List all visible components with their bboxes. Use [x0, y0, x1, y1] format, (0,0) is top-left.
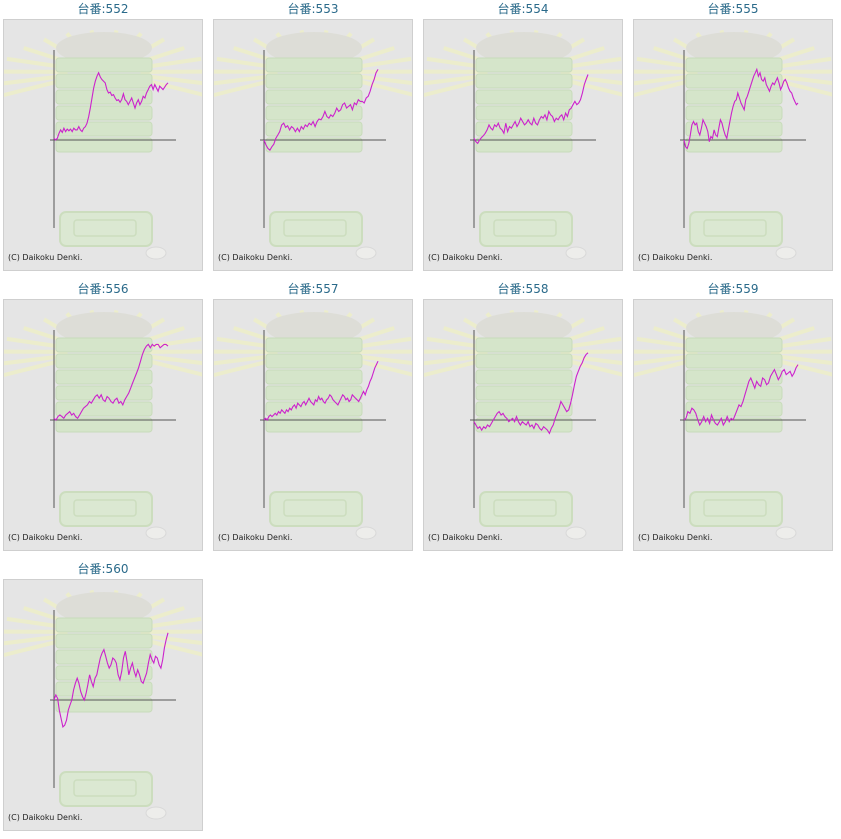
chart-title: 台番:556	[77, 282, 129, 296]
chart-title: 台番:560	[77, 562, 129, 576]
chart-frame: (C) Daikoku Denki.	[633, 299, 833, 551]
series-line	[53, 71, 169, 141]
series-line	[263, 69, 379, 151]
copyright-text: (C) Daikoku Denki.	[8, 253, 83, 262]
chart-title: 台番:553	[287, 2, 339, 16]
copyright-text: (C) Daikoku Denki.	[428, 533, 503, 542]
chart-panel: 台番:557 (C) Daikoku Denki.	[210, 280, 416, 558]
series-line	[683, 67, 799, 150]
chart-frame: (C) Daikoku Denki.	[423, 299, 623, 551]
machine-illustration	[634, 29, 832, 260]
chart-svg	[4, 309, 202, 540]
chart-title: 台番:559	[707, 282, 759, 296]
chart-svg	[4, 589, 202, 820]
chart-svg	[214, 29, 412, 260]
chart-panel: 台番:559 (C) Daikoku Denki.	[630, 280, 836, 558]
chart-panel: 台番:552 (C) Daikoku Denki.	[0, 0, 206, 278]
chart-svg	[424, 309, 622, 540]
chart-svg	[424, 29, 622, 260]
chart-frame: (C) Daikoku Denki.	[213, 299, 413, 551]
chart-frame: (C) Daikoku Denki.	[213, 19, 413, 271]
series-line	[263, 360, 379, 421]
chart-svg	[4, 29, 202, 260]
machine-illustration	[634, 309, 832, 540]
copyright-text: (C) Daikoku Denki.	[638, 533, 713, 542]
chart-frame: (C) Daikoku Denki.	[633, 19, 833, 271]
machine-illustration	[214, 29, 412, 260]
chart-panel: 台番:558 (C) Daikoku Denki.	[420, 280, 626, 558]
copyright-text: (C) Daikoku Denki.	[638, 253, 713, 262]
chart-panel: 台番:553 (C) Daikoku Denki.	[210, 0, 416, 278]
machine-illustration	[4, 589, 202, 820]
chart-panel: 台番:555 (C) Daikoku Denki.	[630, 0, 836, 278]
chart-title: 台番:557	[287, 282, 339, 296]
copyright-text: (C) Daikoku Denki.	[8, 813, 83, 822]
chart-panel: 台番:556 (C) Daikoku Denki.	[0, 280, 206, 558]
copyright-text: (C) Daikoku Denki.	[218, 253, 293, 262]
chart-frame: (C) Daikoku Denki.	[3, 579, 203, 831]
chart-panel: 台番:560 (C) Daikoku Denki.	[0, 560, 206, 838]
machine-illustration	[214, 309, 412, 540]
chart-frame: (C) Daikoku Denki.	[3, 19, 203, 271]
copyright-text: (C) Daikoku Denki.	[428, 253, 503, 262]
machine-illustration	[424, 309, 622, 540]
copyright-text: (C) Daikoku Denki.	[8, 533, 83, 542]
chart-title: 台番:552	[77, 2, 129, 16]
chart-svg	[634, 29, 832, 260]
series-line	[473, 74, 589, 145]
machine-illustration	[424, 29, 622, 260]
chart-title: 台番:555	[707, 2, 759, 16]
series-line	[53, 632, 169, 728]
series-line	[473, 352, 589, 435]
copyright-text: (C) Daikoku Denki.	[218, 533, 293, 542]
series-line	[683, 364, 799, 427]
series-line	[53, 343, 169, 421]
chart-title: 台番:554	[497, 2, 549, 16]
chart-panel: 台番:554 (C) Daikoku Denki.	[420, 0, 626, 278]
machine-illustration	[4, 29, 202, 260]
chart-title: 台番:558	[497, 282, 549, 296]
chart-svg	[634, 309, 832, 540]
chart-frame: (C) Daikoku Denki.	[423, 19, 623, 271]
machine-illustration	[4, 309, 202, 540]
chart-frame: (C) Daikoku Denki.	[3, 299, 203, 551]
chart-svg	[214, 309, 412, 540]
